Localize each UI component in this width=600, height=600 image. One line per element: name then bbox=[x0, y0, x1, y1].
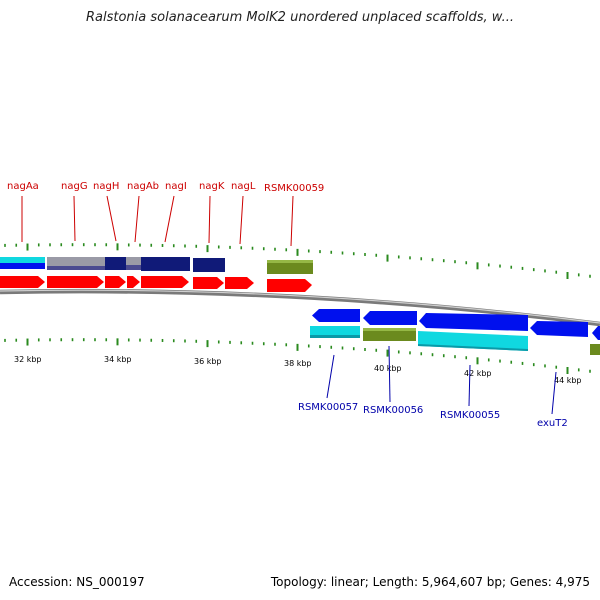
gene-label-nagG[interactable]: nagG bbox=[61, 181, 88, 192]
label-leader bbox=[388, 345, 391, 403]
scale-label: 38 kbp bbox=[284, 359, 312, 368]
scale-ticks-upper bbox=[4, 243, 591, 280]
gene-label-RSMK00059[interactable]: RSMK00059 bbox=[264, 183, 324, 194]
gene-label-exuT2[interactable]: exuT2 bbox=[537, 418, 568, 429]
cds-arrow bbox=[267, 279, 312, 292]
label-leader bbox=[164, 195, 175, 243]
cds-arrow bbox=[363, 311, 417, 325]
label-leader bbox=[106, 195, 117, 242]
scale-label: 44 kbp bbox=[554, 376, 582, 385]
label-leader bbox=[326, 354, 335, 399]
feature-bar bbox=[363, 328, 416, 341]
label-leader bbox=[208, 195, 211, 244]
feature-track-upper bbox=[0, 257, 313, 274]
label-leader bbox=[468, 364, 471, 407]
scale-labels: 32 kbp 34 kbp 36 kbp 38 kbp 40 kbp 42 kb… bbox=[14, 355, 582, 385]
feature-bar bbox=[105, 257, 126, 270]
feature-bar bbox=[126, 265, 141, 270]
cds-arrow bbox=[312, 309, 360, 322]
cds-arrow bbox=[592, 326, 600, 340]
gene-labels-reverse[interactable]: RSMK00057 RSMK00056 RSMK00055 exuT2 bbox=[298, 345, 568, 429]
cds-track-reverse bbox=[312, 309, 600, 340]
gene-label-RSMK00056[interactable]: RSMK00056 bbox=[363, 405, 423, 416]
label-leader bbox=[134, 195, 140, 243]
cds-arrow bbox=[127, 276, 140, 288]
cds-arrow bbox=[105, 276, 126, 288]
accession-label: Accession: NS_000197 bbox=[9, 575, 145, 589]
feature-bar bbox=[310, 326, 360, 337]
feature-bar bbox=[0, 257, 45, 263]
cds-arrow bbox=[0, 276, 45, 288]
cds-arrow bbox=[419, 313, 528, 331]
label-leader bbox=[551, 371, 557, 415]
feature-bar bbox=[193, 258, 225, 272]
cds-arrow bbox=[193, 277, 224, 289]
label-leader bbox=[290, 195, 294, 247]
genome-summary: Topology: linear; Length: 5,964,607 bp; … bbox=[270, 575, 590, 589]
feature-bar bbox=[310, 335, 360, 338]
gene-labels-forward[interactable]: nagAa nagG nagH nagAb nagI nagK nagL RSM… bbox=[7, 181, 324, 247]
scale-label: 34 kbp bbox=[104, 355, 132, 364]
feature-track-lower bbox=[310, 326, 600, 355]
cds-arrow bbox=[47, 276, 104, 288]
feature-bar bbox=[590, 344, 600, 355]
gene-label-RSMK00055[interactable]: RSMK00055 bbox=[440, 410, 500, 421]
cds-arrow bbox=[530, 321, 588, 337]
cds-arrow bbox=[141, 276, 189, 288]
cds-track-forward bbox=[0, 276, 312, 292]
scale-ticks-lower bbox=[4, 338, 591, 375]
feature-bar bbox=[47, 266, 105, 270]
feature-bar bbox=[267, 260, 313, 263]
gene-label-nagL[interactable]: nagL bbox=[231, 181, 256, 192]
scale-label: 36 kbp bbox=[194, 357, 222, 366]
gene-label-nagI[interactable]: nagI bbox=[165, 181, 187, 192]
gene-label-RSMK00057[interactable]: RSMK00057 bbox=[298, 402, 358, 413]
gene-label-nagH[interactable]: nagH bbox=[93, 181, 119, 192]
scale-label: 42 kbp bbox=[464, 369, 492, 378]
label-leader bbox=[73, 195, 76, 242]
feature-bar bbox=[363, 328, 416, 331]
cds-arrow bbox=[225, 277, 254, 289]
chromosome-backbone bbox=[0, 288, 600, 327]
label-leader bbox=[239, 195, 244, 245]
feature-bar bbox=[0, 263, 45, 269]
gene-label-nagAb[interactable]: nagAb bbox=[127, 181, 159, 192]
gene-label-nagK[interactable]: nagK bbox=[199, 181, 225, 192]
feature-bar bbox=[418, 344, 528, 351]
chromosome-backbone-highlight bbox=[0, 289, 600, 324]
feature-bar bbox=[141, 257, 190, 271]
feature-bar bbox=[267, 260, 313, 274]
scale-label: 40 kbp bbox=[374, 364, 402, 373]
scale-label: 32 kbp bbox=[14, 355, 42, 364]
page-title: Ralstonia solanacearum MolK2 unordered u… bbox=[85, 10, 514, 25]
gene-label-nagAa[interactable]: nagAa bbox=[7, 181, 39, 192]
